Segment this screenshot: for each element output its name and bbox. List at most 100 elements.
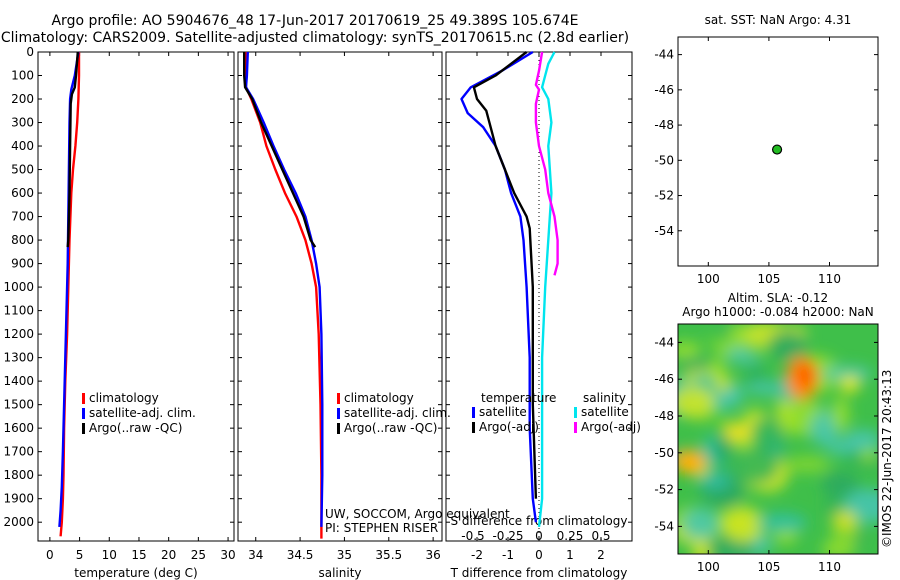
temperature-ytick-label: 100 (11, 69, 34, 83)
sla-map-ytick-label: -46 (654, 372, 674, 386)
difference-series-temperature-argo (472, 51, 538, 499)
location-map-title: sat. SST: NaN Argo: 4.31 (705, 13, 852, 27)
sla-heatmap-blob (728, 324, 749, 339)
imos-timestamp-label: ©IMOS 22-Jun-2017 20:43:13 (880, 369, 894, 548)
temperature-ytick-label: 400 (11, 139, 34, 153)
temperature-ytick-label: 1400 (3, 374, 34, 388)
sla-heatmap-blob (730, 449, 779, 485)
difference-temperature-xtick-label: -1 (502, 548, 514, 562)
temperature-ytick-label: 900 (11, 257, 34, 271)
difference-salinity-xtick-label: 0.5 (591, 529, 610, 543)
temperature-ytick-label: 0 (26, 45, 34, 59)
location-map-ytick-label: -48 (654, 118, 674, 132)
location-map-xtick-label: 100 (697, 272, 720, 286)
sla-heatmap-highlight (840, 375, 860, 393)
temperature-ytick-label: 1700 (3, 445, 34, 459)
difference-legend-temperature-heading: temperature (481, 391, 556, 405)
location-map-ytick-label: -50 (654, 153, 674, 167)
salinity-plot-frame (237, 51, 443, 542)
sla-heatmap-blob (698, 472, 731, 490)
sla-heatmap-highlight (799, 365, 813, 385)
temperature-legend-2-label: Argo(..raw -QC) (89, 421, 182, 435)
location-map-ytick-label: -54 (654, 224, 674, 238)
sla-heatmap-highlight (724, 423, 752, 441)
temperature-legend-1-label: satellite-adj. clim. (89, 406, 196, 420)
salinity-series-satellite (244, 51, 324, 527)
difference-temperature-xtick-label: 0 (535, 548, 543, 562)
salinity-legend-1-label: satellite-adj. clim. (344, 406, 451, 420)
temperature-xtick-label: 15 (131, 548, 146, 562)
salinity-annotation-line-2: PI: STEPHEN RISER (325, 521, 438, 535)
location-map-ytick-label: -52 (654, 189, 674, 203)
difference-salinity-xtick-label: -0.25 (492, 529, 523, 543)
sla-heatmap-blob (821, 471, 859, 498)
temperature-series-argo (66, 51, 79, 248)
sla-map-xtick-label: 105 (757, 560, 780, 574)
difference-series-salinity-satellite (537, 51, 556, 528)
difference-temperature-xtick-label: 1 (566, 548, 574, 562)
temperature-ytick-label: 1800 (3, 468, 34, 482)
temperature-ytick-label: 1000 (3, 280, 34, 294)
sla-heatmap-blob (832, 396, 850, 432)
difference-legend-salinity-heading: salinity (583, 391, 626, 405)
difference-legend-salinity-argo-label: Argo(-adj) (581, 420, 641, 434)
sla-heatmap-blob (843, 429, 878, 451)
temperature-ytick-label: 800 (11, 233, 34, 247)
location-map-ytick-label: -44 (654, 48, 674, 62)
sla-heatmap-field (678, 324, 878, 554)
temperature-legend-2-swatch (82, 423, 85, 434)
sla-heatmap-blob (750, 416, 784, 454)
sla-map-frame (677, 323, 879, 555)
temperature-legend-0-swatch (82, 393, 85, 404)
salinity-xtick-label: 35 (337, 548, 352, 562)
temperature-ytick-label: 1300 (3, 351, 34, 365)
sla-heatmap-blob (809, 410, 840, 446)
temperature-ytick-label: 500 (11, 163, 34, 177)
location-map-frame (677, 36, 879, 267)
figure-title-line-2: Climatology: CARS2009. Satellite-adjuste… (0, 30, 630, 46)
sla-heatmap-blob (784, 455, 831, 473)
temperature-legend-1-swatch (82, 408, 85, 419)
temperature-ytick-label: 1600 (3, 421, 34, 435)
sla-heatmap (678, 324, 878, 554)
temperature-ytick-label: 700 (11, 210, 34, 224)
salinity-xtick-label: 34.5 (287, 548, 314, 562)
salinity-xtick-label: 36 (425, 548, 440, 562)
sla-heatmap-blob (767, 330, 807, 361)
difference-legend-temperature-satellite-label: satellite (479, 405, 527, 419)
difference-temperature-xtick-label: -2 (471, 548, 483, 562)
sla-heatmap-blob (678, 386, 715, 418)
location-map-xtick-label: 105 (757, 272, 780, 286)
difference-temperature-xtick-label: 2 (597, 548, 605, 562)
temperature-ytick-label: 300 (11, 116, 34, 130)
sla-map-ytick-label: -54 (654, 519, 674, 533)
sla-heatmap-blob (717, 486, 737, 502)
location-map-xtick-label: 110 (818, 272, 841, 286)
sla-heatmap-blob (713, 431, 733, 463)
sla-map-xtick-label: 100 (697, 560, 720, 574)
temperature-series-satellite (58, 51, 80, 527)
difference-series-temperature-satellite (460, 50, 538, 523)
temperature-xtick-label: 25 (191, 548, 206, 562)
temperature-ytick-label: 200 (11, 92, 34, 106)
salinity-series-climatology (243, 51, 323, 539)
temperature-xlabel: temperature (deg C) (74, 566, 197, 580)
difference-salinity-xtick-label: 0 (535, 529, 543, 543)
sla-heatmap-blob (679, 357, 711, 371)
location-map-float-marker (771, 144, 783, 155)
sla-map-ytick-label: -48 (654, 409, 674, 423)
salinity-xtick-label: 34 (248, 548, 263, 562)
temperature-xtick-label: 5 (76, 548, 84, 562)
salinity-legend-0-swatch (337, 393, 340, 404)
sla-map-ytick-label: -52 (654, 483, 674, 497)
temperature-ytick-label: 1900 (3, 492, 34, 506)
difference-legend-salinity-satellite-label: satellite (581, 405, 629, 419)
salinity-legend-2-swatch (337, 423, 340, 434)
sla-map-title-line-1: Altim. SLA: -0.12 (728, 291, 828, 305)
salinity-legend-2-label: Argo(..raw -QC) (344, 421, 437, 435)
salinity-xtick-label: 35.5 (375, 548, 402, 562)
figure-title-line-1: Argo profile: AO 5904676_48 17-Jun-2017 … (51, 13, 579, 29)
salinity-legend-1-swatch (337, 408, 340, 419)
temperature-xtick-label: 20 (161, 548, 176, 562)
